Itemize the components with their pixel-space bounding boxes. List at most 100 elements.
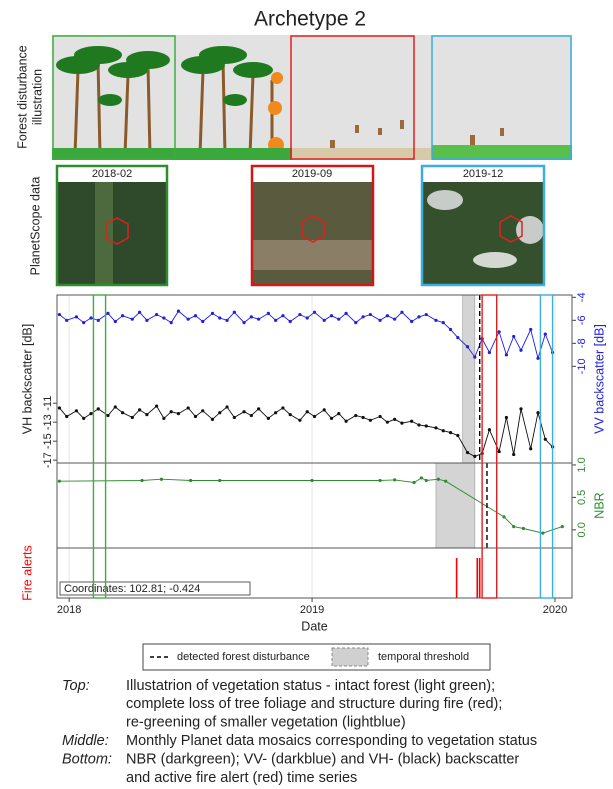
annotation: Coordinates: 102.81; -0.424 xyxy=(64,583,200,595)
data-point xyxy=(473,355,477,359)
data-point xyxy=(434,426,438,430)
data-point xyxy=(288,412,292,417)
data-point xyxy=(512,334,516,339)
legend-swatch xyxy=(331,647,369,667)
cloud xyxy=(516,216,544,244)
data-point xyxy=(543,437,547,441)
data-point xyxy=(465,345,470,349)
y-tick-label: 1.0 xyxy=(576,457,588,472)
data-point xyxy=(436,477,440,481)
data-point xyxy=(543,332,547,336)
data-point xyxy=(487,428,492,432)
y-tick-label: -15 xyxy=(42,433,54,449)
y2-tick-label: -6 xyxy=(576,315,588,325)
site-marker xyxy=(301,215,325,243)
y-axis-label: VH backscatter [dB] xyxy=(20,324,34,434)
data-point xyxy=(354,321,358,325)
data-point xyxy=(130,317,134,321)
data-point xyxy=(329,314,334,318)
y2-tick-label: -8 xyxy=(576,338,588,348)
data-point xyxy=(424,312,428,317)
data-point xyxy=(193,414,198,419)
data-point xyxy=(140,478,144,483)
data-point xyxy=(393,478,397,482)
data-point xyxy=(120,411,125,415)
data-point xyxy=(512,524,516,529)
y-axis-label: Fire alerts xyxy=(20,545,34,601)
image-frame xyxy=(55,164,169,287)
image-date: 2019-12 xyxy=(463,168,503,180)
data-point xyxy=(96,318,100,322)
data-point xyxy=(210,417,215,421)
caption-line: and active fire alert (red) time series xyxy=(126,770,357,786)
legend-label: temporal threshold xyxy=(378,651,469,663)
stumps xyxy=(330,120,504,152)
data-point xyxy=(65,318,69,322)
data-point xyxy=(201,409,205,413)
data-point xyxy=(410,319,414,324)
trees xyxy=(56,46,274,156)
data-point xyxy=(218,316,222,320)
data-point xyxy=(137,310,142,314)
data-point xyxy=(473,454,477,458)
data-point xyxy=(424,478,428,483)
data-point xyxy=(512,452,516,457)
data-point xyxy=(57,406,62,410)
data-point xyxy=(305,316,309,320)
planet-label: PlanetScope data xyxy=(28,177,42,276)
data-point xyxy=(145,412,149,417)
status-box xyxy=(431,35,572,160)
caption-term: Bottom: xyxy=(62,751,112,767)
image-frame xyxy=(420,164,546,287)
data-point xyxy=(400,421,404,425)
data-point xyxy=(162,416,166,420)
data-point xyxy=(541,531,545,535)
illustration xyxy=(52,35,572,160)
data-point xyxy=(519,348,523,352)
data-point xyxy=(298,312,302,317)
data-point xyxy=(310,478,314,483)
temporal-threshold xyxy=(435,462,476,549)
data-point xyxy=(189,478,193,483)
charts: -11 -13 -15 -17 -4 -6 -8 -10 VV backscatter [dB]… xyxy=(20,292,606,633)
y-tick-label: 0.5 xyxy=(576,490,588,505)
data-point xyxy=(378,414,382,419)
caption: Top: Illustatrion of vegetation status - … xyxy=(62,678,537,786)
grass xyxy=(52,148,292,160)
data-point xyxy=(120,314,125,318)
data-point xyxy=(502,515,506,519)
data-point xyxy=(393,417,397,421)
data-point xyxy=(529,447,533,451)
status-box xyxy=(290,35,415,160)
caption-line: NBR (darkgreen); VV- (darkblue) and VH- … xyxy=(126,751,519,767)
status-window xyxy=(92,294,107,599)
data-point xyxy=(519,407,523,411)
data-point xyxy=(298,418,302,422)
data-point xyxy=(186,406,190,410)
caption-line: complete loss of tree foliage and struct… xyxy=(126,696,502,712)
data-point xyxy=(417,423,421,427)
data-point xyxy=(456,335,460,340)
data-point xyxy=(305,410,309,414)
data-point xyxy=(257,407,261,411)
y2-axis-label: VV backscatter [dB] xyxy=(592,324,606,434)
data-point xyxy=(344,419,348,423)
status-window xyxy=(481,294,498,599)
data-point xyxy=(487,350,492,355)
data-point xyxy=(337,412,341,416)
data-point xyxy=(82,416,86,420)
data-point xyxy=(242,321,246,325)
data-point xyxy=(536,411,540,415)
data-point xyxy=(201,319,205,324)
planet-images: 2018-02 2019-09 2019-12 xyxy=(55,164,546,287)
data-point xyxy=(441,321,445,325)
ground xyxy=(292,148,432,160)
caption-term: Middle: xyxy=(62,733,109,749)
data-point xyxy=(529,327,533,332)
data-point xyxy=(257,317,261,321)
data-point xyxy=(74,315,79,319)
cloud xyxy=(427,190,463,210)
x-tick-label: 2019 xyxy=(300,604,324,616)
series-line xyxy=(59,477,563,534)
